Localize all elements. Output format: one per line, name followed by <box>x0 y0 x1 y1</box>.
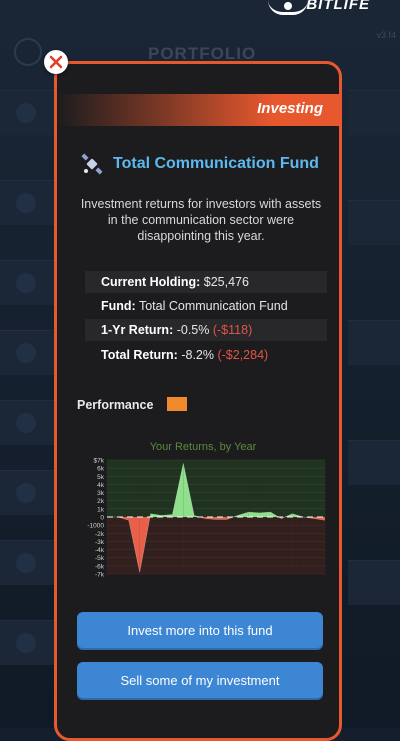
background-list-item <box>348 560 400 605</box>
performance-swatch <box>167 397 187 411</box>
performance-label: Performance <box>77 398 154 412</box>
chart-area-segment <box>226 517 234 520</box>
total-return-row: Total Return: -8.2% (-$2,284) <box>85 344 327 366</box>
y-tick-label: -3k <box>95 539 105 546</box>
chart-area-segment <box>205 517 216 520</box>
total-return-amount: (-$2,284) <box>217 348 269 362</box>
background-back-button <box>14 38 42 66</box>
y-tick-label: -6k <box>95 563 105 570</box>
one-year-return-label: 1-Yr Return: <box>101 323 174 337</box>
chart-area-segment <box>314 517 325 521</box>
one-year-return-pct: -0.5% <box>176 323 210 337</box>
y-tick-label: 2k <box>97 498 105 505</box>
y-tick-label: -1000 <box>87 523 104 530</box>
chart-area-segment <box>128 517 140 573</box>
investment-modal: Investing Total Communication Fund Inves… <box>54 61 342 741</box>
background-item-icon <box>16 483 36 503</box>
background-list-item <box>0 470 56 515</box>
current-holding-row: Current Holding: $25,476 <box>85 271 327 293</box>
y-tick-label: 6k <box>97 466 105 473</box>
one-year-return-amount: (-$118) <box>212 323 253 337</box>
chart-area-segment <box>183 463 195 517</box>
y-tick-label: 1k <box>97 506 105 513</box>
y-tick-label: -2k <box>95 531 105 538</box>
y-tick-label: -5k <box>95 555 105 562</box>
close-button[interactable] <box>44 50 68 74</box>
background-item-icon <box>16 273 36 293</box>
chart-area-segment <box>139 517 150 573</box>
y-tick-label: 4k <box>97 482 105 489</box>
background-item-icon <box>16 193 36 213</box>
y-tick-label: $7k <box>94 458 105 465</box>
y-tick-label: 0 <box>100 515 104 522</box>
fund-title: Total Communication Fund <box>113 155 319 172</box>
total-return-label: Total Return: <box>101 348 178 362</box>
chart-areas <box>107 463 326 573</box>
satellite-icon <box>81 153 103 175</box>
fund-label: Fund: <box>101 299 136 313</box>
background-item-icon <box>16 553 36 573</box>
version-label: v3.f4 <box>376 30 396 40</box>
background-list-item <box>348 440 400 485</box>
one-year-return-row: 1-Yr Return: -0.5% (-$118) <box>85 319 327 341</box>
chart-area-segment <box>285 513 293 517</box>
chart-area-segment <box>259 512 271 517</box>
chart-area-segment <box>237 512 249 517</box>
y-tick-label: 5k <box>97 474 105 481</box>
y-tick-label: -7k <box>95 572 105 579</box>
app-logo: BITLIFE <box>306 0 370 13</box>
background-item-icon <box>16 343 36 363</box>
chart-area-segment <box>216 517 227 520</box>
background-list-item <box>348 90 400 135</box>
y-tick-label: 3k <box>97 490 105 497</box>
chart-area-segment <box>172 463 184 517</box>
chart-area-segment <box>248 512 260 517</box>
fund-description: Investment returns for investors with as… <box>80 197 322 243</box>
logo-dot-icon <box>284 2 292 10</box>
fund-row: Fund: Total Communication Fund <box>85 295 327 317</box>
background-list-item <box>0 620 56 665</box>
current-holding-value: $25,476 <box>203 275 249 289</box>
fund-value: Total Communication Fund <box>138 299 288 313</box>
chart-area-segment <box>161 514 173 517</box>
chart-series-line <box>107 463 326 573</box>
logo-sperm-icon <box>268 0 308 15</box>
total-return-pct: -8.2% <box>181 348 214 362</box>
banner-label: Investing <box>257 100 323 117</box>
background-list-item <box>0 330 56 375</box>
background-list-item <box>0 540 56 585</box>
sell-some-button[interactable]: Sell some of my investment <box>77 662 323 700</box>
y-tick-label: -4k <box>95 547 105 554</box>
background-item-icon <box>16 103 36 123</box>
background-item-icon <box>16 413 36 433</box>
background-item-icon <box>16 633 36 653</box>
background-title: PORTFOLIO <box>148 44 257 63</box>
chart-area-segment <box>150 513 162 517</box>
investing-banner: Investing <box>57 94 339 126</box>
background-list-item <box>0 260 56 305</box>
background-list-item <box>0 400 56 445</box>
background-list-item <box>348 200 400 245</box>
chart-title: Your Returns, by Year <box>150 441 257 453</box>
close-icon <box>49 55 63 69</box>
background-list-item <box>348 320 400 365</box>
current-holding-label: Current Holding: <box>101 275 201 289</box>
background-list-item <box>0 180 56 225</box>
chart-grid <box>106 459 326 575</box>
chart-area-segment <box>270 512 279 517</box>
invest-more-button[interactable]: Invest more into this fund <box>77 612 323 650</box>
background-list-item <box>0 90 56 135</box>
